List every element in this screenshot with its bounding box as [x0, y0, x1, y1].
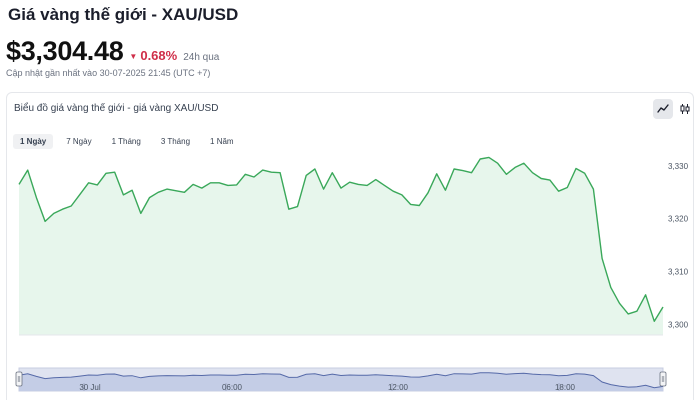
y-tick-label: 3,310 — [668, 268, 689, 277]
y-tick-label: 3,320 — [668, 215, 689, 224]
tab-1-month[interactable]: 1 Tháng — [111, 137, 141, 146]
last-updated: Cập nhật gần nhất vào 30-07-2025 21:45 (… — [6, 68, 211, 78]
navigator-left-handle[interactable] — [15, 371, 23, 387]
price-change-percent: 0.68% — [140, 48, 178, 63]
caret-down-icon: ▼ — [129, 52, 138, 61]
tab-1-year[interactable]: 1 Năm — [210, 137, 234, 146]
current-price: $3,304.48 — [6, 36, 124, 66]
navigator-x-label: 06:00 — [222, 383, 243, 392]
y-tick-label: 3,330 — [668, 162, 689, 171]
tab-1-day[interactable]: 1 Ngày — [13, 134, 54, 149]
line-chart-toggle[interactable] — [653, 99, 673, 119]
line-chart-icon — [657, 104, 669, 113]
candlestick-toggle[interactable] — [675, 99, 695, 119]
navigator-x-label: 12:00 — [388, 383, 409, 392]
chart-title: Biểu đồ giá vàng thế giới - giá vàng XAU… — [14, 103, 219, 114]
y-tick-label: 3,300 — [668, 320, 689, 329]
tab-3-months[interactable]: 3 Tháng — [160, 137, 191, 146]
navigator-x-label: 18:00 — [555, 383, 576, 392]
price-row: $3,304.48 ▼ 0.68% 24h qua — [6, 36, 219, 67]
navigator-line — [18, 372, 664, 389]
price-change: ▼ 0.68% 24h qua — [129, 48, 219, 63]
tab-7-days[interactable]: 7 Ngày — [66, 137, 92, 146]
candlestick-icon — [680, 104, 690, 114]
price-area — [19, 157, 663, 335]
price-line — [18, 156, 664, 322]
range-tabs: 1 Ngày 7 Ngày 1 Tháng 3 Tháng 1 Năm — [13, 134, 241, 149]
price-change-period: 24h qua — [183, 52, 220, 63]
navigator-area — [19, 372, 663, 391]
navigator-x-label: 30 Jul — [79, 383, 101, 392]
page-title: Giá vàng thế giới - XAU/USD — [8, 5, 239, 24]
navigator-right-handle[interactable] — [659, 371, 667, 387]
